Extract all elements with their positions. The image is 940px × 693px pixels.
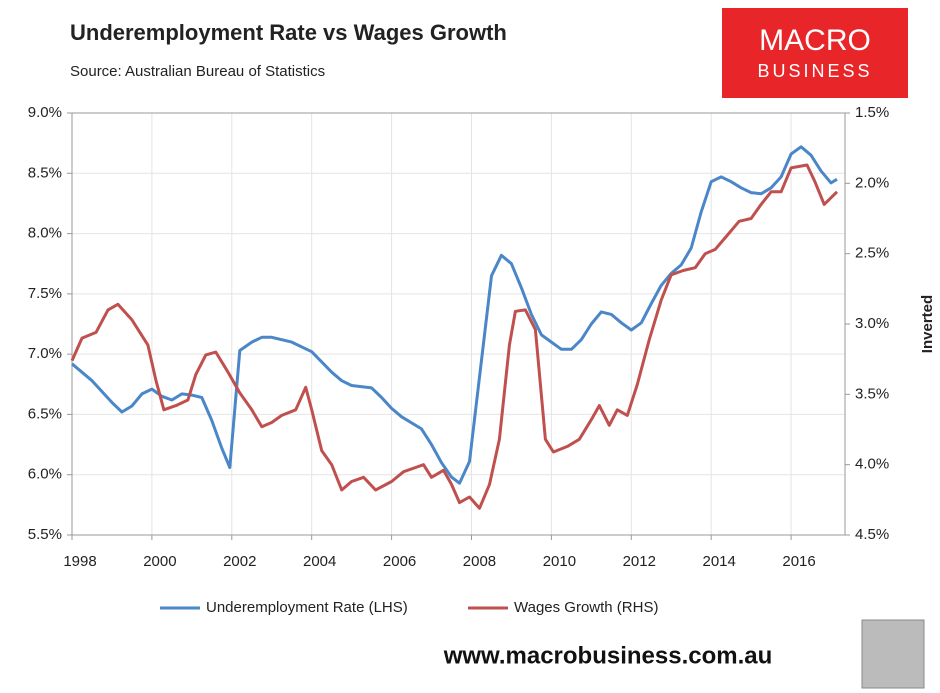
y2-tick-label: 3.5% xyxy=(855,385,889,402)
series-line xyxy=(71,145,838,485)
x-tick-label: 1998 xyxy=(63,553,96,570)
y2-tick-label: 4.5% xyxy=(855,526,889,543)
x-tick-label: 2014 xyxy=(702,553,735,570)
logo-text: MACRO xyxy=(759,24,871,57)
plot-frame xyxy=(71,112,846,536)
x-tick-label: 2010 xyxy=(543,553,576,570)
series-line xyxy=(70,163,839,510)
x-tick-label: 2004 xyxy=(303,553,336,570)
y-tick-label: 6.0% xyxy=(28,466,62,483)
y2-tick-label: 2.0% xyxy=(855,174,889,191)
y-tick-label: 8.5% xyxy=(28,164,62,181)
legend-label: Underemployment Rate (LHS) xyxy=(206,599,408,616)
y2-tick-label: 2.5% xyxy=(855,245,889,262)
logo-box xyxy=(722,8,908,98)
y2-tick-label: 1.5% xyxy=(855,104,889,121)
y2-axis-label: Inverted xyxy=(919,295,936,353)
chart-title: Underemployment Rate vs Wages Growth xyxy=(70,20,507,45)
y-tick-label: 9.0% xyxy=(28,104,62,121)
x-tick-label: 2016 xyxy=(782,553,815,570)
chart-subtitle: Source: Australian Bureau of Statistics xyxy=(70,63,325,80)
y-tick-label: 6.5% xyxy=(28,405,62,422)
legend-label: Wages Growth (RHS) xyxy=(514,599,658,616)
x-tick-label: 2006 xyxy=(383,553,416,570)
x-tick-label: 2000 xyxy=(143,553,176,570)
fox-icon xyxy=(861,619,925,689)
y-tick-label: 8.0% xyxy=(28,225,62,242)
y-tick-label: 7.5% xyxy=(28,285,62,302)
footer-url: www.macrobusiness.com.au xyxy=(443,642,773,669)
x-tick-label: 2012 xyxy=(623,553,656,570)
x-tick-label: 2008 xyxy=(463,553,496,570)
logo-text: BUSINESS xyxy=(757,61,872,81)
y2-tick-label: 3.0% xyxy=(855,315,889,332)
y-tick-label: 5.5% xyxy=(28,526,62,543)
x-tick-label: 2002 xyxy=(223,553,256,570)
y-tick-label: 7.0% xyxy=(28,345,62,362)
y2-tick-label: 4.0% xyxy=(855,456,889,473)
